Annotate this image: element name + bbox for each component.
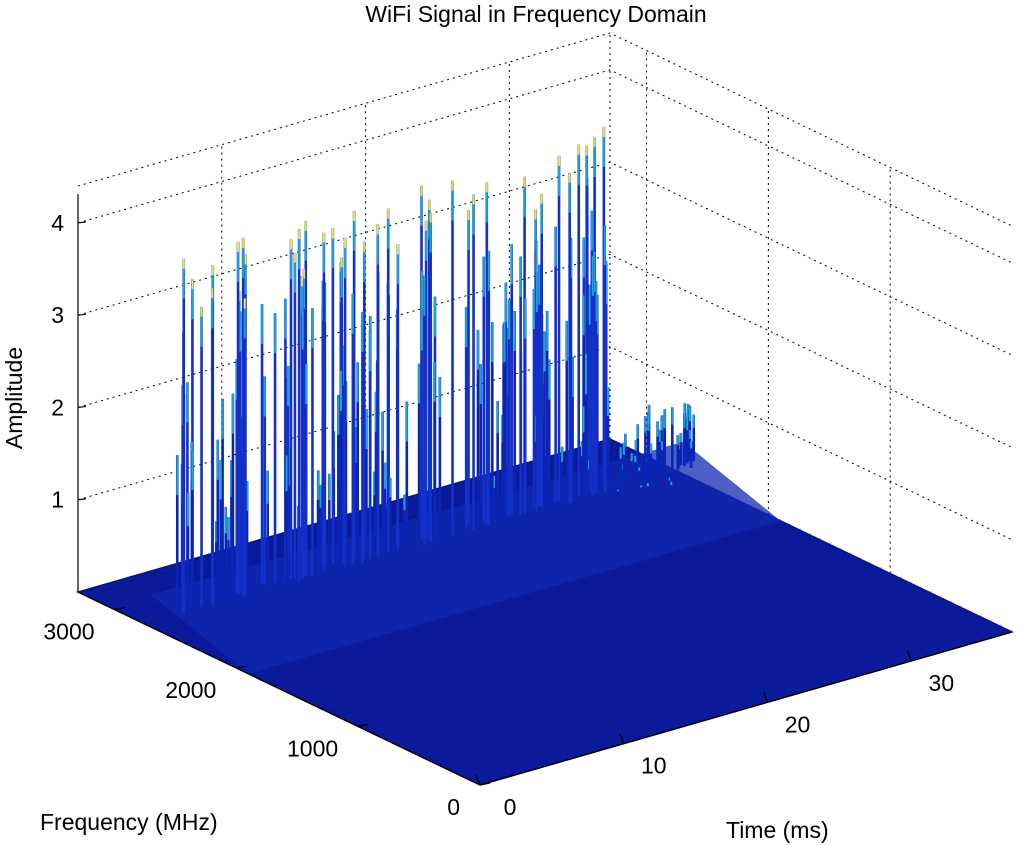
y-tick-mark xyxy=(236,665,247,669)
x-tick-label: 0 xyxy=(504,794,517,820)
top-grid-line xyxy=(77,32,1013,227)
x-tick-label: 10 xyxy=(641,753,667,779)
z-grid-line xyxy=(77,161,1013,356)
floor-mesh-line xyxy=(389,586,922,741)
tick-labels: 1 2 3 4 0 1000 2000 3000 0 10 20 30 xyxy=(43,210,954,820)
floor-mesh-line xyxy=(268,528,802,683)
y-tick-label: 2000 xyxy=(165,677,216,703)
y-tick-label: 3000 xyxy=(43,619,94,645)
y-tick-mark xyxy=(358,723,369,728)
x-axis-line xyxy=(479,631,1013,786)
chart-title: WiFi Signal in Frequency Domain xyxy=(365,1,706,27)
noise-band xyxy=(151,441,781,674)
floor-mesh-line xyxy=(439,610,972,765)
z-grid-line xyxy=(77,346,1013,541)
x-tick-label: 30 xyxy=(929,670,955,696)
x-tick-mark xyxy=(763,692,769,703)
floor-mesh-line xyxy=(349,567,882,721)
floor-mesh-line xyxy=(299,543,832,697)
y-tick-mark xyxy=(479,782,491,786)
floor-mesh-line xyxy=(359,571,892,726)
floor-mesh-line xyxy=(309,547,842,702)
z-grid-line xyxy=(77,253,1013,448)
floor-mesh-line xyxy=(329,557,862,712)
floor-mesh-line xyxy=(258,523,791,678)
floor-mesh-line xyxy=(319,552,852,707)
z-grid-line xyxy=(77,69,1013,264)
floor-mesh-line xyxy=(339,562,872,716)
floor-mesh-line xyxy=(399,591,932,745)
y-tick-label: 1000 xyxy=(287,736,338,762)
z-tick-label: 2 xyxy=(51,394,64,420)
y-axis-line xyxy=(77,591,481,786)
floor-mesh-line xyxy=(278,533,812,687)
x-tick-mark xyxy=(906,650,912,662)
floor-mesh-line xyxy=(288,538,822,692)
x-axis-label: Time (ms) xyxy=(726,817,829,843)
x-tick-label: 20 xyxy=(785,711,811,737)
y-axis-label: Frequency (MHz) xyxy=(40,809,218,835)
z-tick-label: 1 xyxy=(51,487,64,513)
y-tick-label: 0 xyxy=(447,794,460,820)
axes xyxy=(77,194,1013,786)
z-tick-label: 4 xyxy=(51,210,64,236)
x-tick-mark xyxy=(619,733,625,744)
z-axis-label: Amplitude xyxy=(1,347,27,449)
z-tick-mark xyxy=(77,221,87,224)
floor-mesh-line xyxy=(429,605,962,760)
z-tick-label: 3 xyxy=(51,302,64,328)
floor-mesh-line xyxy=(449,615,982,769)
floor-mesh-line xyxy=(469,625,1003,779)
z-tick-mark xyxy=(77,498,87,501)
z-tick-mark xyxy=(77,313,87,316)
signal-spikes xyxy=(175,126,696,614)
floor-mesh-line xyxy=(419,600,952,755)
floor-mesh-line xyxy=(459,620,992,774)
x-tick-mark xyxy=(475,774,481,786)
floor-mesh-line xyxy=(409,596,942,750)
y-tick-mark xyxy=(114,606,125,611)
floor-mesh-line xyxy=(369,576,902,731)
floor-mesh-line xyxy=(379,581,912,736)
z-tick-mark xyxy=(77,405,87,409)
